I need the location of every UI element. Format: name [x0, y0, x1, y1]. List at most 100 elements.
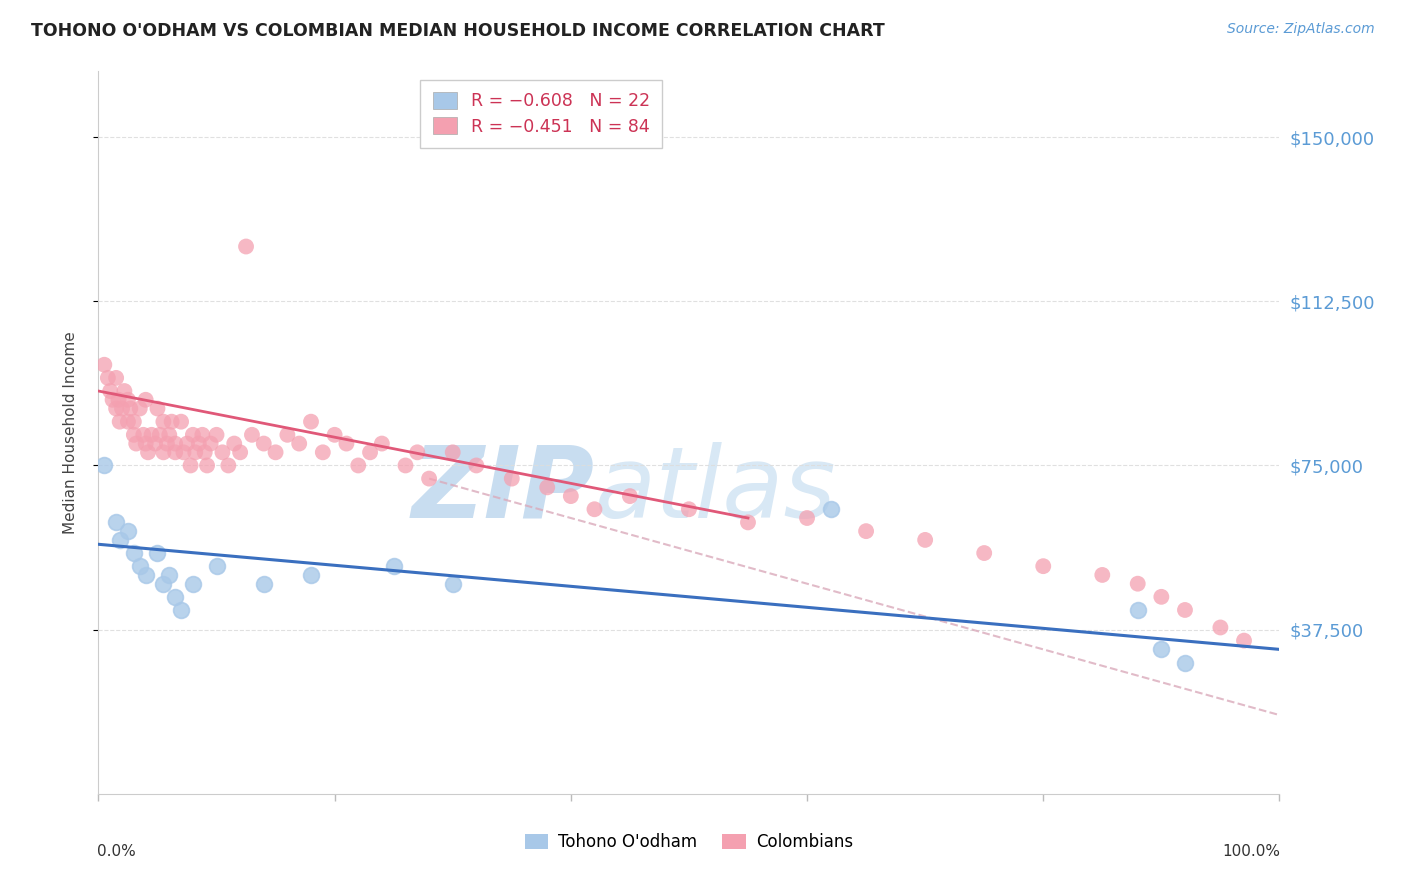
- Point: [323, 427, 346, 442]
- Point: [276, 427, 298, 442]
- Point: [371, 436, 394, 450]
- Point: [382, 559, 405, 574]
- Point: [347, 458, 370, 473]
- Point: [312, 445, 335, 459]
- Point: [117, 415, 139, 429]
- Point: [170, 415, 193, 429]
- Text: atlas: atlas: [595, 442, 837, 539]
- Point: [165, 436, 187, 450]
- Point: [105, 401, 128, 416]
- Point: [406, 445, 429, 459]
- Point: [914, 533, 936, 547]
- Point: [441, 576, 464, 591]
- Point: [240, 427, 263, 442]
- Point: [152, 445, 174, 459]
- Point: [1126, 603, 1149, 617]
- Point: [678, 502, 700, 516]
- Point: [224, 436, 246, 450]
- Point: [359, 445, 381, 459]
- Point: [299, 568, 322, 582]
- Point: [335, 436, 357, 450]
- Point: [128, 401, 150, 416]
- Point: [1126, 576, 1149, 591]
- Point: [149, 427, 172, 442]
- Point: [181, 576, 204, 591]
- Point: [98, 384, 121, 398]
- Point: [105, 371, 128, 385]
- Point: [418, 472, 440, 486]
- Point: [796, 511, 818, 525]
- Point: [170, 603, 193, 617]
- Text: ZIP: ZIP: [412, 442, 595, 539]
- Text: TOHONO O'ODHAM VS COLOMBIAN MEDIAN HOUSEHOLD INCOME CORRELATION CHART: TOHONO O'ODHAM VS COLOMBIAN MEDIAN HOUSE…: [31, 22, 884, 40]
- Point: [737, 516, 759, 530]
- Point: [157, 568, 180, 582]
- Point: [501, 472, 523, 486]
- Point: [973, 546, 995, 560]
- Point: [122, 415, 145, 429]
- Point: [172, 445, 194, 459]
- Text: 0.0%: 0.0%: [97, 845, 136, 860]
- Point: [143, 436, 166, 450]
- Point: [1150, 642, 1173, 657]
- Point: [184, 445, 207, 459]
- Point: [132, 427, 155, 442]
- Point: [122, 546, 145, 560]
- Point: [152, 576, 174, 591]
- Point: [1174, 656, 1197, 670]
- Point: [180, 458, 202, 473]
- Legend: Tohono O'odham, Colombians: Tohono O'odham, Colombians: [519, 827, 859, 858]
- Point: [205, 427, 228, 442]
- Point: [191, 427, 214, 442]
- Point: [288, 436, 311, 450]
- Point: [299, 415, 322, 429]
- Point: [253, 576, 276, 591]
- Point: [152, 415, 174, 429]
- Point: [441, 445, 464, 459]
- Point: [1032, 559, 1054, 574]
- Point: [264, 445, 287, 459]
- Point: [229, 445, 252, 459]
- Point: [93, 458, 115, 473]
- Point: [394, 458, 416, 473]
- Point: [101, 392, 124, 407]
- Point: [619, 489, 641, 503]
- Text: 100.0%: 100.0%: [1223, 845, 1281, 860]
- Point: [120, 401, 142, 416]
- Point: [97, 371, 120, 385]
- Point: [146, 546, 169, 560]
- Point: [820, 502, 842, 516]
- Text: Source: ZipAtlas.com: Source: ZipAtlas.com: [1227, 22, 1375, 37]
- Point: [112, 384, 135, 398]
- Point: [135, 568, 157, 582]
- Point: [560, 489, 582, 503]
- Point: [465, 458, 488, 473]
- Point: [217, 458, 239, 473]
- Point: [107, 392, 129, 407]
- Point: [141, 427, 163, 442]
- Point: [195, 458, 218, 473]
- Point: [1209, 620, 1232, 634]
- Point: [235, 239, 257, 253]
- Y-axis label: Median Household Income: Median Household Income: [63, 331, 77, 534]
- Point: [165, 590, 187, 604]
- Point: [93, 358, 115, 372]
- Point: [146, 401, 169, 416]
- Point: [117, 392, 139, 407]
- Point: [135, 392, 157, 407]
- Point: [211, 445, 233, 459]
- Point: [108, 415, 131, 429]
- Point: [156, 436, 179, 450]
- Point: [1233, 633, 1256, 648]
- Point: [157, 427, 180, 442]
- Point: [194, 445, 217, 459]
- Point: [1150, 590, 1173, 604]
- Point: [111, 401, 134, 416]
- Point: [181, 427, 204, 442]
- Point: [1174, 603, 1197, 617]
- Point: [165, 445, 187, 459]
- Point: [136, 445, 159, 459]
- Point: [200, 436, 222, 450]
- Point: [583, 502, 606, 516]
- Point: [205, 559, 228, 574]
